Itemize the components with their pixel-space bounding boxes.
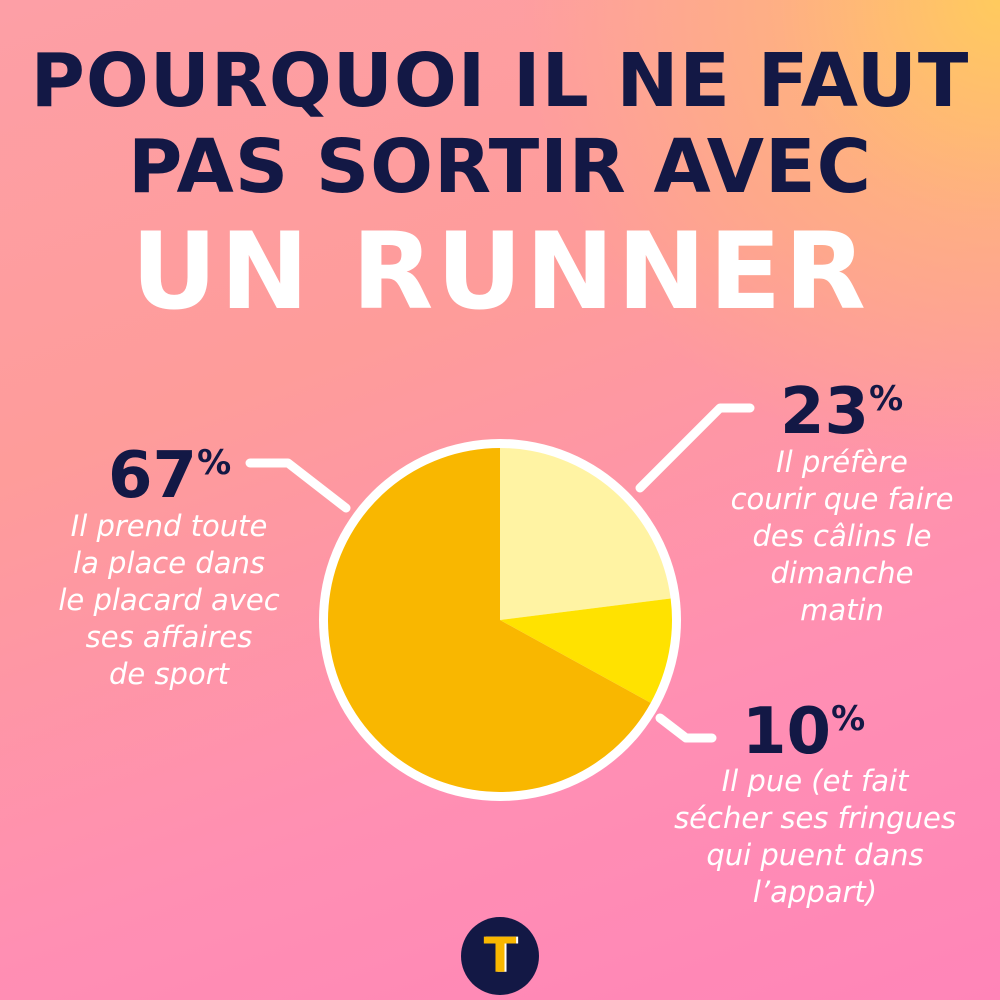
pie-slice-23 bbox=[500, 448, 671, 620]
percent-symbol: % bbox=[831, 699, 866, 739]
pie-slice-10 bbox=[500, 598, 672, 703]
percent-label-10: 10% bbox=[742, 700, 865, 764]
slice-description-10: Il pue (et fait sécher ses fringues qui … bbox=[674, 764, 956, 909]
percent-symbol: % bbox=[197, 443, 232, 483]
brand-logo: T bbox=[461, 917, 539, 995]
leader-lines bbox=[245, 403, 755, 743]
leader-line-10 bbox=[655, 713, 717, 743]
logo-letter: T bbox=[483, 928, 517, 984]
slice-description-67: Il prend toute la place dans le placard … bbox=[58, 509, 280, 691]
percent-number: 10 bbox=[742, 695, 832, 769]
title-line-1: POURQUOI IL NE FAUT bbox=[30, 38, 970, 124]
pie-slices bbox=[327, 448, 672, 793]
percent-label-67: 67% bbox=[108, 444, 231, 508]
percent-number: 67 bbox=[108, 439, 198, 513]
leader-line-23 bbox=[635, 403, 755, 493]
percent-number: 23 bbox=[780, 375, 870, 449]
percent-label-23: 23% bbox=[780, 380, 903, 444]
title-line-2: PAS SORTIR AVEC bbox=[128, 124, 872, 210]
pie-slice-67 bbox=[327, 448, 651, 793]
title-line-3: UN RUNNER bbox=[131, 210, 869, 333]
percent-symbol: % bbox=[869, 379, 904, 419]
slice-description-23: Il préfère courir que faire des câlins l… bbox=[730, 445, 954, 627]
leader-line-67 bbox=[245, 458, 351, 513]
